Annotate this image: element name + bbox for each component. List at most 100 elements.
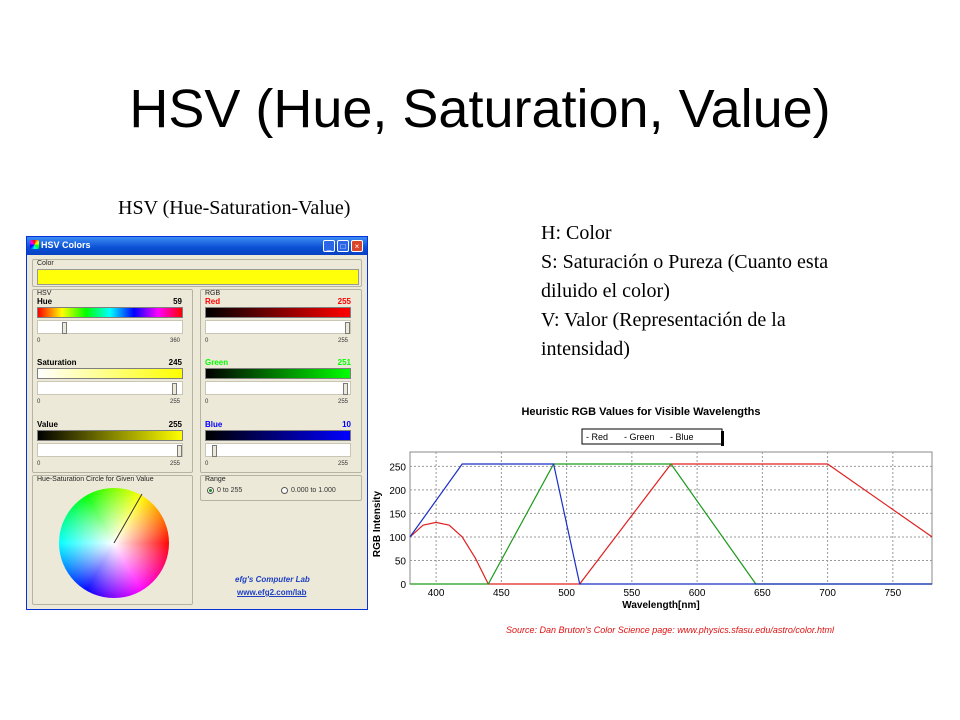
red-slider[interactable] xyxy=(205,320,351,334)
red-max-label: 255 xyxy=(338,338,349,344)
hue-slider-thumb[interactable] xyxy=(61,322,67,334)
blue-label: Blue xyxy=(205,420,223,429)
hsv-colors-window: HSV Colors _ □ × Color HSV Hue 59 0 360 … xyxy=(26,236,368,610)
x-tick-label: 700 xyxy=(819,588,836,599)
hsv-group-label: HSV xyxy=(37,290,52,297)
saturation-label: Saturation xyxy=(37,358,77,367)
red-gradient-bar xyxy=(205,307,351,318)
series-line-blue xyxy=(409,463,932,585)
y-axis-label: RGB Intensity xyxy=(372,491,383,558)
rgb-wavelength-chart: Heuristic RGB Values for Visible Wavelen… xyxy=(372,406,933,635)
chart-legend-shadow xyxy=(721,431,724,446)
hue-slider[interactable] xyxy=(37,320,183,334)
color-group-label: Color xyxy=(37,260,54,267)
range-option-0-255[interactable]: 0 to 255 xyxy=(217,487,243,494)
range-group: Range 0 to 255 0.000 to 1.000 xyxy=(200,475,362,501)
circle-group-label: Hue-Saturation Circle for Given Value xyxy=(37,476,154,483)
app-icon xyxy=(30,240,39,249)
rgb-group-label: RGB xyxy=(205,290,221,297)
value-min-label: 0 xyxy=(37,461,41,467)
chart-source: Source: Dan Bruton's Color Science page:… xyxy=(506,625,835,635)
color-selector-line xyxy=(113,493,143,544)
notes-list: H: Color S: Saturación o Pureza (Cuanto … xyxy=(541,219,861,364)
range-radio-0-1[interactable] xyxy=(281,487,288,494)
x-tick-label: 600 xyxy=(689,588,706,599)
close-button[interactable]: × xyxy=(351,240,363,252)
hue-saturation-wheel[interactable] xyxy=(59,488,169,598)
note-hue: H: Color xyxy=(541,222,612,244)
blue-slider-thumb[interactable] xyxy=(212,445,218,457)
hue-saturation-circle-group: Hue-Saturation Circle for Given Value xyxy=(32,475,193,605)
x-tick-label: 500 xyxy=(558,588,575,599)
lab-url-link[interactable]: www.efg2.com/lab xyxy=(237,588,307,597)
green-slider-thumb[interactable] xyxy=(342,383,348,395)
green-max-label: 255 xyxy=(338,399,349,405)
x-tick-label: 550 xyxy=(624,588,641,599)
saturation-slider[interactable] xyxy=(37,381,183,395)
hue-min-label: 0 xyxy=(37,338,41,344)
blue-slider[interactable] xyxy=(205,443,351,457)
y-tick-label: 250 xyxy=(389,462,406,473)
green-slider[interactable] xyxy=(205,381,351,395)
range-group-label: Range xyxy=(205,476,226,483)
saturation-slider-thumb[interactable] xyxy=(171,383,177,395)
y-tick-label: 100 xyxy=(389,533,406,544)
value-gradient-bar xyxy=(37,430,183,441)
red-min-label: 0 xyxy=(205,338,209,344)
green-label: Green xyxy=(205,358,229,367)
blue-min-label: 0 xyxy=(205,461,209,467)
green-value: 251 xyxy=(337,358,351,367)
red-slider-thumb[interactable] xyxy=(345,322,350,334)
x-tick-label: 450 xyxy=(493,588,510,599)
red-label: Red xyxy=(205,297,221,306)
plot-area xyxy=(409,451,933,585)
y-tick-label: 150 xyxy=(389,509,406,520)
rgb-group: RGB Red 255 0 255 Green 251 0 255 Blue 1… xyxy=(200,289,362,473)
legend-entry-green: - Green xyxy=(624,432,655,442)
saturation-min-label: 0 xyxy=(37,399,41,405)
y-tick-label: 0 xyxy=(400,580,406,591)
green-min-label: 0 xyxy=(205,399,209,405)
legend-entry-red: - Red xyxy=(586,432,608,442)
range-radio-0-255[interactable] xyxy=(207,487,214,494)
y-tick-label: 50 xyxy=(395,556,407,567)
x-tick-label: 400 xyxy=(428,588,445,599)
saturation-gradient-bar xyxy=(37,368,183,379)
range-option-0-1[interactable]: 0.000 to 1.000 xyxy=(291,487,336,494)
window-title: HSV Colors xyxy=(41,240,91,250)
blue-gradient-bar xyxy=(205,430,351,441)
x-axis-label: Wavelength[nm] xyxy=(622,600,699,611)
hue-label: Hue xyxy=(37,297,53,306)
series-line-red xyxy=(409,463,933,585)
value-slider-thumb[interactable] xyxy=(177,445,182,457)
legend-entry-blue: - Blue xyxy=(670,432,694,442)
maximize-button[interactable]: □ xyxy=(337,240,349,252)
x-tick-label: 650 xyxy=(754,588,771,599)
value-max-label: 255 xyxy=(170,461,181,467)
y-tick-label: 200 xyxy=(389,486,406,497)
color-group: Color xyxy=(32,259,362,287)
saturation-value: 245 xyxy=(168,358,182,367)
window-titlebar[interactable]: HSV Colors _ □ × xyxy=(27,237,367,255)
app-caption: HSV (Hue-Saturation-Value) xyxy=(118,197,351,219)
chart-title: Heuristic RGB Values for Visible Wavelen… xyxy=(521,406,760,418)
hue-value: 59 xyxy=(173,297,182,306)
value-slider[interactable] xyxy=(37,443,183,457)
hue-max-label: 360 xyxy=(170,338,181,344)
hue-gradient-bar xyxy=(37,307,183,318)
color-swatch xyxy=(37,269,359,285)
hsv-group: HSV Hue 59 0 360 Saturation 245 0 255 Va… xyxy=(32,289,193,473)
slide-title: HSV (Hue, Saturation, Value) xyxy=(129,79,831,139)
note-saturation: S: Saturación o Pureza (Cuanto esta dilu… xyxy=(541,251,829,302)
note-value: V: Valor (Representación de la intensida… xyxy=(541,309,786,360)
red-value: 255 xyxy=(337,297,351,306)
value-label: Value xyxy=(37,420,58,429)
value-value: 255 xyxy=(168,420,182,429)
saturation-max-label: 255 xyxy=(170,399,181,405)
x-tick-label: 750 xyxy=(885,588,902,599)
green-gradient-bar xyxy=(205,368,351,379)
minimize-button[interactable]: _ xyxy=(323,240,335,252)
blue-value: 10 xyxy=(342,420,351,429)
lab-name: efg's Computer Lab xyxy=(235,575,310,584)
blue-max-label: 255 xyxy=(338,461,349,467)
